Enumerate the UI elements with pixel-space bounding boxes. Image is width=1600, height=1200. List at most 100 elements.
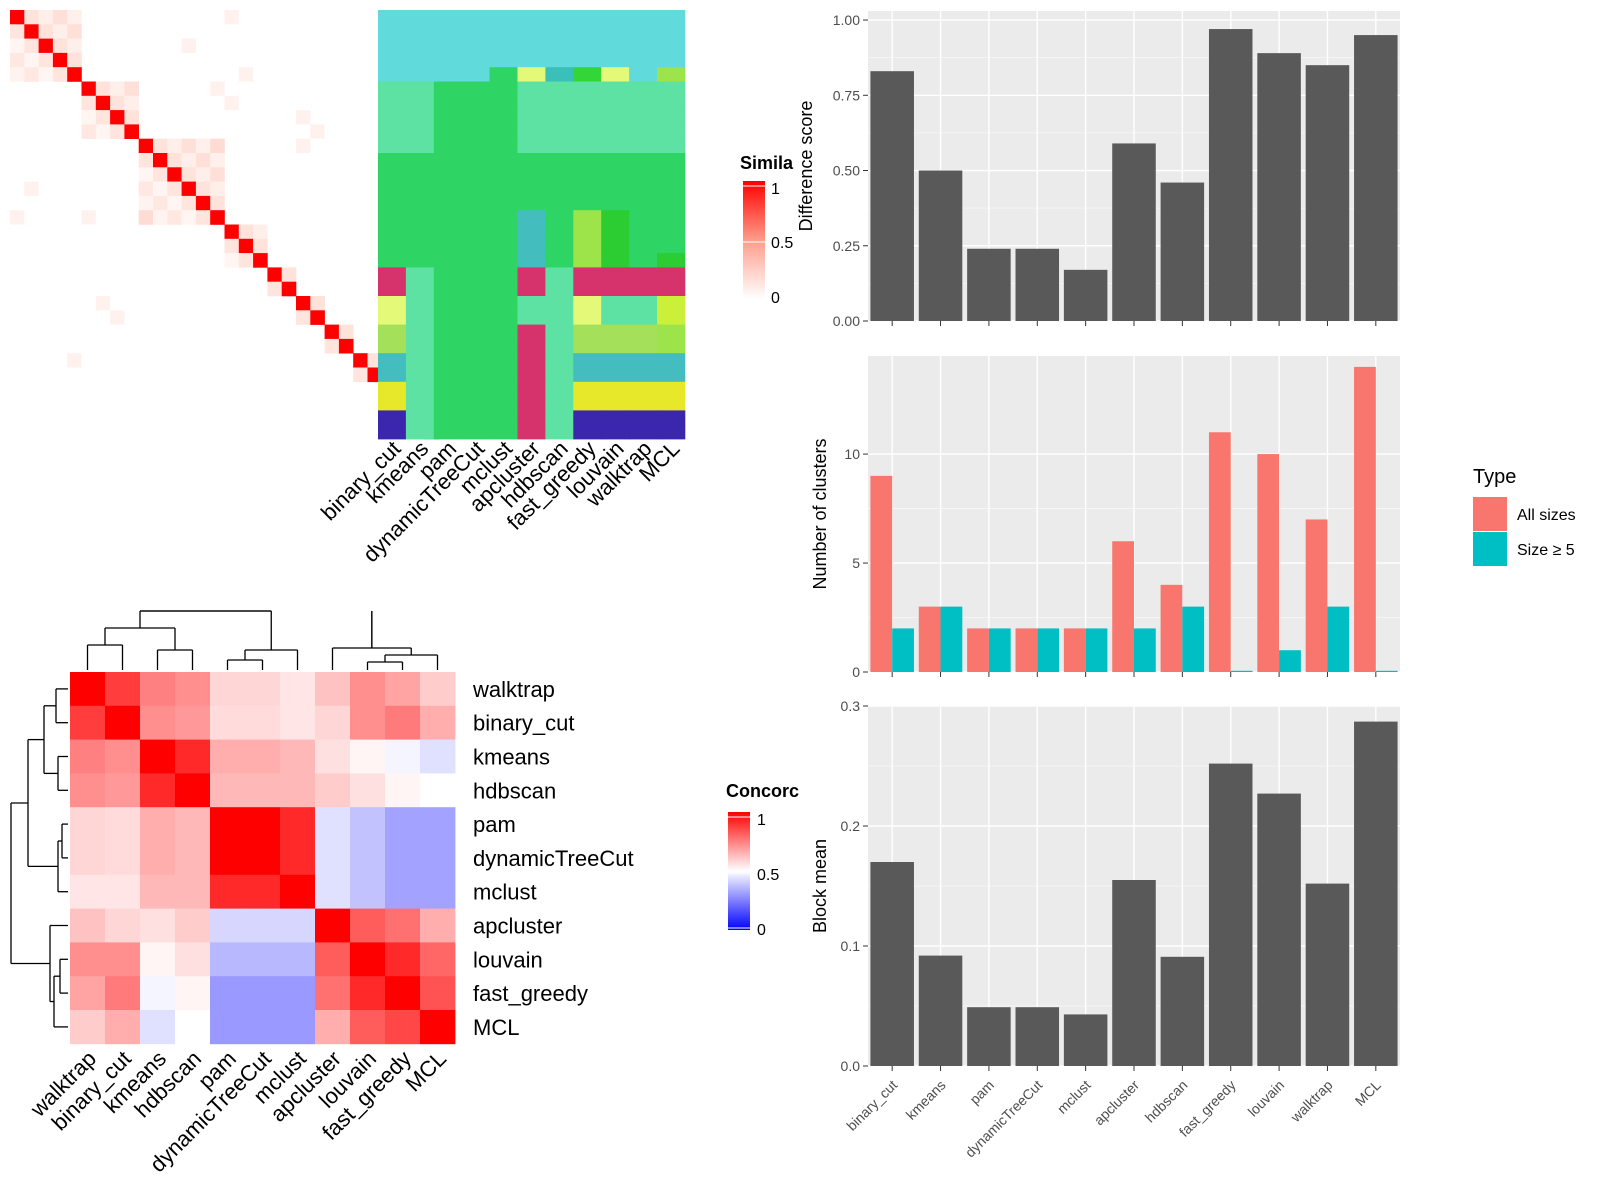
assignment-cell	[517, 138, 546, 154]
assignment-cell	[461, 195, 490, 211]
similarity-cell	[24, 38, 39, 54]
concordance-cell	[210, 773, 246, 808]
concordance-colorbar	[728, 812, 750, 930]
similarity-cell	[310, 296, 325, 311]
concordance-cell	[105, 807, 141, 842]
assignment-cell	[629, 10, 658, 25]
concordance-cell	[140, 942, 176, 977]
similarity-cell	[324, 338, 340, 354]
assignment-cell	[573, 153, 602, 168]
assignment-cell	[545, 324, 574, 340]
assignment-cell	[405, 253, 435, 268]
assignment-cell	[489, 181, 518, 197]
assignment-cell	[545, 81, 574, 97]
similarity-legend-title: Simila	[740, 153, 794, 173]
similarity-cell	[195, 153, 211, 168]
assignment-cell	[657, 324, 686, 340]
assignment-cell	[573, 310, 602, 325]
assignment-cell	[489, 210, 518, 225]
similarity-cell	[353, 367, 368, 383]
similarity-cell	[95, 81, 111, 97]
similarity-cell	[24, 52, 39, 68]
assignment-cell	[461, 81, 490, 97]
assignment-cell	[378, 124, 407, 140]
bar	[1305, 883, 1350, 1066]
assignment-cell	[657, 195, 686, 211]
concordance-cell	[350, 672, 386, 707]
assignment-cell	[545, 181, 574, 197]
concordance-cell	[350, 976, 386, 1011]
assignment-cell	[433, 52, 463, 68]
similarity-cell	[153, 138, 168, 154]
similarity-cell	[181, 153, 197, 168]
assignment-cell	[405, 296, 435, 311]
similarity-cell	[253, 224, 268, 240]
assignment-cell	[657, 10, 686, 25]
similarity-cell	[52, 52, 68, 68]
assignment-cell	[545, 67, 574, 82]
similarity-cell	[195, 138, 211, 154]
concordance-cell	[70, 672, 106, 707]
concordance-cell	[385, 908, 421, 943]
assignment-cell	[517, 124, 546, 140]
assignment-cell	[405, 138, 435, 154]
x-tick-label: pam	[966, 1077, 997, 1108]
assignment-cell	[573, 181, 602, 197]
assignment-cell	[489, 281, 518, 297]
assignment-cell	[461, 124, 490, 140]
assignment-cell	[517, 110, 546, 125]
assignment-cell	[378, 24, 407, 39]
concordance-heatmap	[70, 672, 456, 1045]
assignment-cell	[657, 367, 686, 383]
x-tick-label: kmeans	[903, 1077, 949, 1123]
cluster-assignment-column-labels: binary_cutkmeanspamdynamicTreeCutmclusta…	[316, 436, 684, 567]
assignment-cell	[378, 338, 407, 354]
assignment-cell	[405, 52, 435, 68]
assignment-cell	[405, 381, 435, 397]
assignment-cell	[545, 95, 574, 111]
concordance-cell	[315, 705, 351, 740]
assignment-cell	[517, 281, 546, 297]
assignment-cell	[461, 138, 490, 154]
assignment-cell	[461, 381, 490, 397]
assignment-cell	[433, 167, 463, 182]
assignment-cell	[378, 67, 407, 82]
assignment-cell	[378, 310, 407, 325]
assignment-cell	[601, 195, 630, 211]
assignment-cell	[433, 24, 463, 39]
assignment-cell	[657, 52, 686, 68]
assignment-cell	[573, 238, 602, 254]
assignment-cell	[629, 210, 658, 225]
concordance-cell	[385, 874, 421, 909]
bar-all-sizes	[1015, 628, 1038, 672]
assignment-cell	[405, 238, 435, 254]
assignment-cell	[545, 52, 574, 68]
concordance-cell	[105, 739, 141, 774]
similarity-cell	[52, 10, 68, 25]
x-tick-label: louvain	[1245, 1077, 1288, 1120]
assignment-cell	[601, 396, 630, 411]
assignment-cell	[461, 253, 490, 268]
assignment-cell	[433, 81, 463, 97]
assignment-cell	[517, 367, 546, 383]
assignment-cell	[629, 410, 658, 426]
bar-size-ge-5	[1375, 670, 1398, 672]
y-tick-label: 0.00	[833, 313, 860, 329]
type-legend: Type All sizes Size ≥ 5	[1473, 466, 1576, 566]
assignment-cell	[573, 124, 602, 140]
assignment-cell	[601, 181, 630, 197]
similarity-cell	[10, 38, 25, 54]
assignment-cell	[629, 138, 658, 154]
concordance-cell	[210, 739, 246, 774]
assignment-cell	[657, 410, 686, 426]
assignment-cell	[378, 224, 407, 240]
bar-size-ge-5	[1230, 670, 1253, 672]
concordance-cell	[210, 908, 246, 943]
concordance-cell	[420, 976, 456, 1011]
similarity-cell	[224, 10, 239, 25]
concordance-cell	[420, 841, 456, 876]
similarity-cell	[238, 224, 254, 240]
assignment-cell	[629, 296, 658, 311]
bar-all-sizes	[1063, 628, 1086, 672]
assignment-cell	[461, 210, 490, 225]
